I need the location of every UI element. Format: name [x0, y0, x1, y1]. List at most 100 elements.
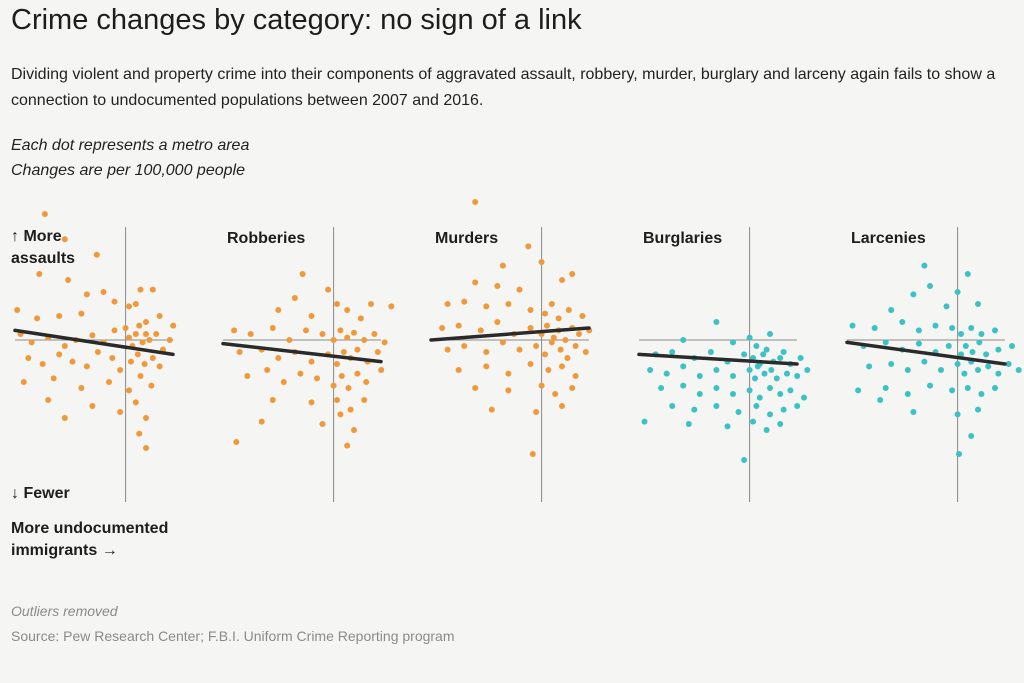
panel-0-point [136, 322, 143, 329]
panel-1-point [344, 334, 351, 341]
panel-0-point [61, 415, 68, 421]
panel-4-point [888, 307, 895, 313]
panel-4-title: Larcenies [851, 230, 926, 247]
panel-1-point [388, 303, 395, 310]
panel-0-point [136, 430, 143, 437]
panel-2-point [559, 277, 565, 283]
panel-4-point [969, 349, 976, 355]
panel-0-point [137, 286, 144, 293]
panel-4-point [954, 361, 961, 367]
panel-1-point [303, 327, 309, 334]
panel-0-point [122, 325, 129, 331]
panel-0-point [93, 251, 100, 258]
panel-2-point [525, 243, 532, 250]
panel-0-point [166, 337, 173, 343]
panel-2-point [444, 346, 451, 353]
panel-4-point [975, 367, 981, 373]
panel-2-point [572, 373, 579, 379]
panel-1-point [244, 373, 251, 379]
panel-4-point [910, 291, 917, 298]
panel-2-point [559, 403, 565, 409]
panel-0-point [94, 349, 101, 355]
panel-0-point [134, 351, 141, 358]
panel-3-point [804, 367, 811, 373]
panel-3-point [680, 382, 687, 389]
panel-0-point [143, 445, 149, 451]
panel-0-point [132, 301, 139, 307]
panel-1-point [368, 301, 374, 307]
panel-0-point [20, 379, 27, 385]
panel-3-point [780, 349, 787, 355]
panel-4-point [968, 433, 975, 439]
panel-0-point [126, 303, 132, 310]
panel-0-point [61, 236, 68, 243]
panel-3-point [658, 385, 665, 391]
panel-3-point [696, 391, 703, 397]
panel-3-point [713, 319, 720, 325]
page-subtitle: Dividing violent and property crime into… [11, 66, 996, 109]
panel-4-point [888, 361, 895, 367]
panel-4-point [958, 351, 964, 358]
panel-4-point [849, 322, 856, 329]
panel-4-point [1015, 367, 1022, 373]
panel-2-point [461, 343, 468, 349]
panel-3-point [767, 385, 773, 391]
panel-1-point [319, 331, 326, 337]
panel-2-point [533, 409, 540, 415]
panel-4-point [882, 339, 889, 346]
page-title: Crime changes by category: no sign of a … [11, 4, 582, 36]
panel-3-point [777, 421, 784, 427]
panel-4-point [910, 409, 917, 415]
panel-1-point [233, 439, 240, 445]
panel-4-point [968, 325, 975, 331]
panel-2-point [538, 259, 545, 265]
panel-1-point [280, 379, 287, 385]
panel-4-point [949, 387, 956, 394]
panel-0-point [83, 291, 90, 298]
panel-2-point [569, 385, 576, 391]
panel-1-point [381, 339, 388, 346]
panel-3-title: Burglaries [643, 230, 722, 247]
panel-2-point [472, 199, 479, 205]
panel-4-point [995, 346, 1002, 353]
panel-2-point [542, 351, 548, 358]
panel-3-point [801, 394, 807, 401]
panel-1-point [308, 313, 315, 319]
panel-2-point [439, 325, 446, 331]
panel-1-point [325, 286, 332, 293]
panel-1-point [247, 331, 254, 337]
panel-1-point [275, 307, 282, 313]
panel-2-point [548, 339, 555, 346]
y-axis-fewer-label: ↓ Fewer [11, 485, 70, 502]
panel-0-point [117, 367, 124, 373]
panel-3-point [777, 355, 784, 361]
panel-2-point [455, 367, 462, 373]
panel-0-point [106, 379, 112, 385]
panel-3-point [669, 349, 676, 355]
panel-0-point [89, 332, 96, 339]
panel-2-point [516, 286, 523, 293]
panel-1-point [334, 397, 340, 403]
panel-1-point [275, 355, 282, 361]
panel-1-point [330, 382, 337, 389]
panel-2-point [564, 355, 571, 361]
panel-3-point [753, 403, 760, 409]
panel-3-point [707, 349, 714, 355]
panel-1-point [297, 370, 304, 377]
panel-2-title: Murders [435, 230, 498, 247]
panel-2-point [505, 370, 512, 377]
panel-2-point [505, 301, 512, 307]
panel-4-point [964, 271, 971, 277]
panel-2-point [552, 391, 559, 397]
panel-4-point [855, 387, 862, 394]
panel-4-point [927, 382, 933, 389]
panel-3-point [669, 403, 676, 409]
panel-2-point [565, 307, 572, 313]
panel-3-point [730, 373, 736, 379]
panel-0-point [126, 387, 132, 394]
panel-1-point [340, 349, 347, 355]
panel-3-point [780, 406, 787, 413]
panel-1-title: Robberies [227, 230, 305, 247]
panel-4-point [976, 339, 983, 346]
